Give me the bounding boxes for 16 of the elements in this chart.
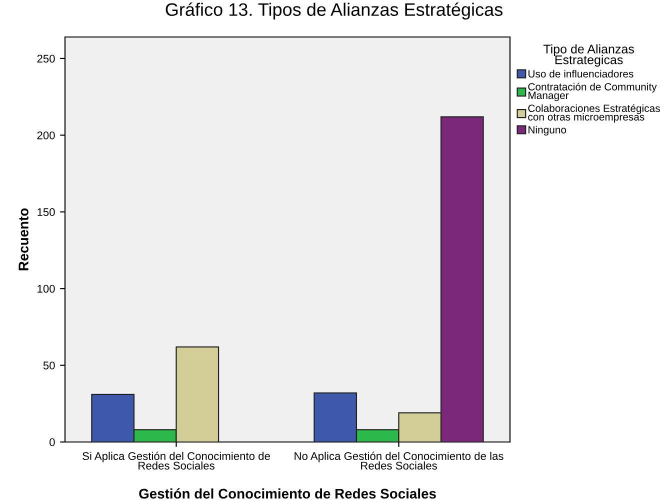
y-tick-label: 100 (38, 284, 55, 293)
legend-label: Contratación de Community Manager (528, 82, 657, 102)
y-axis-title: Recuento (18, 208, 28, 270)
x-axis-title: Gestión del Conocimiento de Redes Sociales (139, 488, 436, 499)
y-tick-label: 250 (37, 54, 55, 63)
legend-title: Tipo de Alianzas Estrategicas (543, 44, 634, 67)
legend-label: Colaboraciones Estratégicas con otras microempresas (528, 104, 660, 123)
y-tick-label: 150 (38, 208, 55, 216)
y-tick-label: 200 (37, 131, 55, 140)
y-tick-label: 50 (43, 362, 55, 370)
y-tick-label: 0 (50, 438, 55, 446)
legend-label: Uso de influenciadores (528, 70, 634, 78)
x-tick-label: No Aplica Gestión del Conocimiento de las Redes Sociales (294, 452, 504, 470)
x-tick-label: Si Aplica Gestión del Conocimiento de Redes Sociales (82, 452, 270, 470)
legend-label: Ninguno (528, 126, 566, 136)
chart-title: Gráfico 13. Tipos de Alianzas Estratégicas (166, 2, 502, 20)
